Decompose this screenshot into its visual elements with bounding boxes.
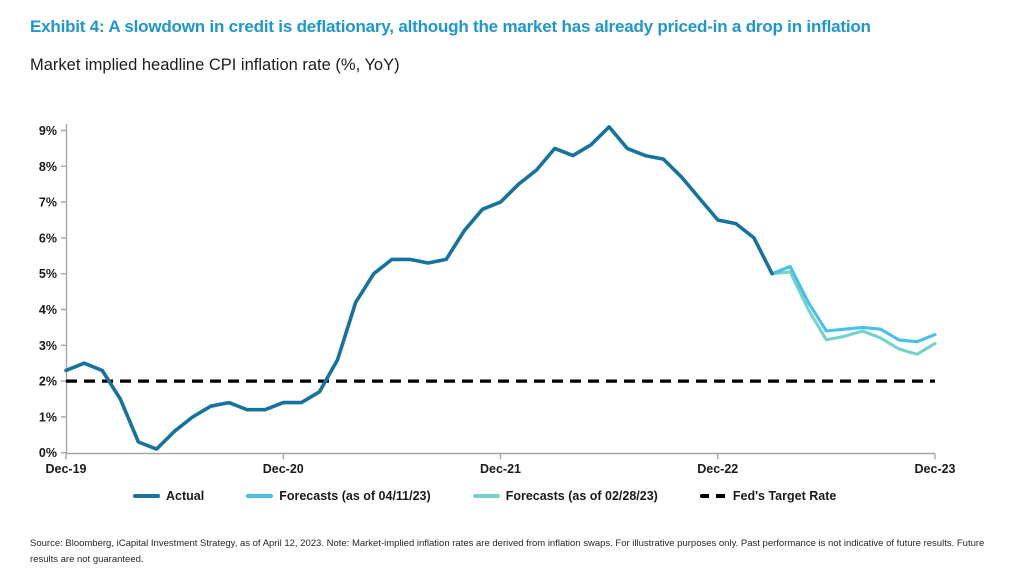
- series-line-forecast-02-28-23: [770, 270, 937, 356]
- series-line-actual: [64, 125, 774, 451]
- cpi-inflation-chart: 0% 1% 2% 3% 4% 5% 6% 7% 8% 9% Dec-19 Dec-20 Dec-21 De…: [39, 124, 956, 476]
- x-axis-tick-label: Dec-23: [915, 462, 956, 476]
- legend-item-fed-target-rate: Fed's Target Rate: [699, 489, 837, 503]
- y-axis-tick-label: 1%: [39, 410, 57, 424]
- chart-legend: Actual Forecasts (as of 04/11/23) Foreca…: [133, 489, 836, 503]
- legend-item-actual: Actual: [133, 489, 204, 503]
- x-axis-tick-label: Dec-22: [697, 462, 738, 476]
- y-axis-tick-label: 3%: [39, 339, 57, 353]
- x-axis-tick-label: Dec-21: [480, 462, 521, 476]
- y-axis-tick-label: 6%: [39, 231, 57, 245]
- y-axis-tick-label: 9%: [39, 124, 57, 138]
- y-axis-tick-label: 8%: [39, 160, 57, 174]
- legend-item-forecast-04-11-23: Forecasts (as of 04/11/23): [246, 489, 431, 503]
- y-axis-tick-label: 5%: [39, 267, 57, 281]
- y-axis-tick-label: 2%: [39, 375, 57, 389]
- y-axis-tick-label: 7%: [39, 196, 57, 210]
- y-axis-tick-label: 0%: [39, 446, 57, 460]
- legend-label-fed-target-rate: Fed's Target Rate: [732, 489, 837, 503]
- series-line-forecast-04-11-23: [770, 264, 937, 344]
- legend-label-actual: Actual: [166, 489, 205, 503]
- legend-item-forecast-02-28-23: Forecasts (as of 02/28/23): [472, 489, 658, 503]
- x-axis-tick-label: Dec-19: [46, 462, 87, 476]
- exhibit-title: Exhibit 4: A slowdown in credit is defla…: [30, 17, 871, 36]
- y-axis-tick-label: 4%: [39, 303, 57, 317]
- legend-label-forecast-02-28-23: Forecasts (as of 02/28/23): [505, 489, 658, 503]
- source-note: Source: Bloomberg, iCapital Investment S…: [30, 538, 985, 565]
- forecast-04-11-23-line-swatch: [246, 494, 274, 498]
- chart-subtitle: Market implied headline CPI inflation ra…: [30, 56, 400, 74]
- forecast-02-28-23-line-swatch: [472, 494, 500, 498]
- x-axis-tick-label: Dec-20: [263, 462, 304, 476]
- actual-line-swatch: [133, 494, 160, 498]
- fed-target-rate-line-swatch: [699, 494, 727, 498]
- legend-label-forecast-04-11-23: Forecasts (as of 04/11/23): [279, 489, 431, 503]
